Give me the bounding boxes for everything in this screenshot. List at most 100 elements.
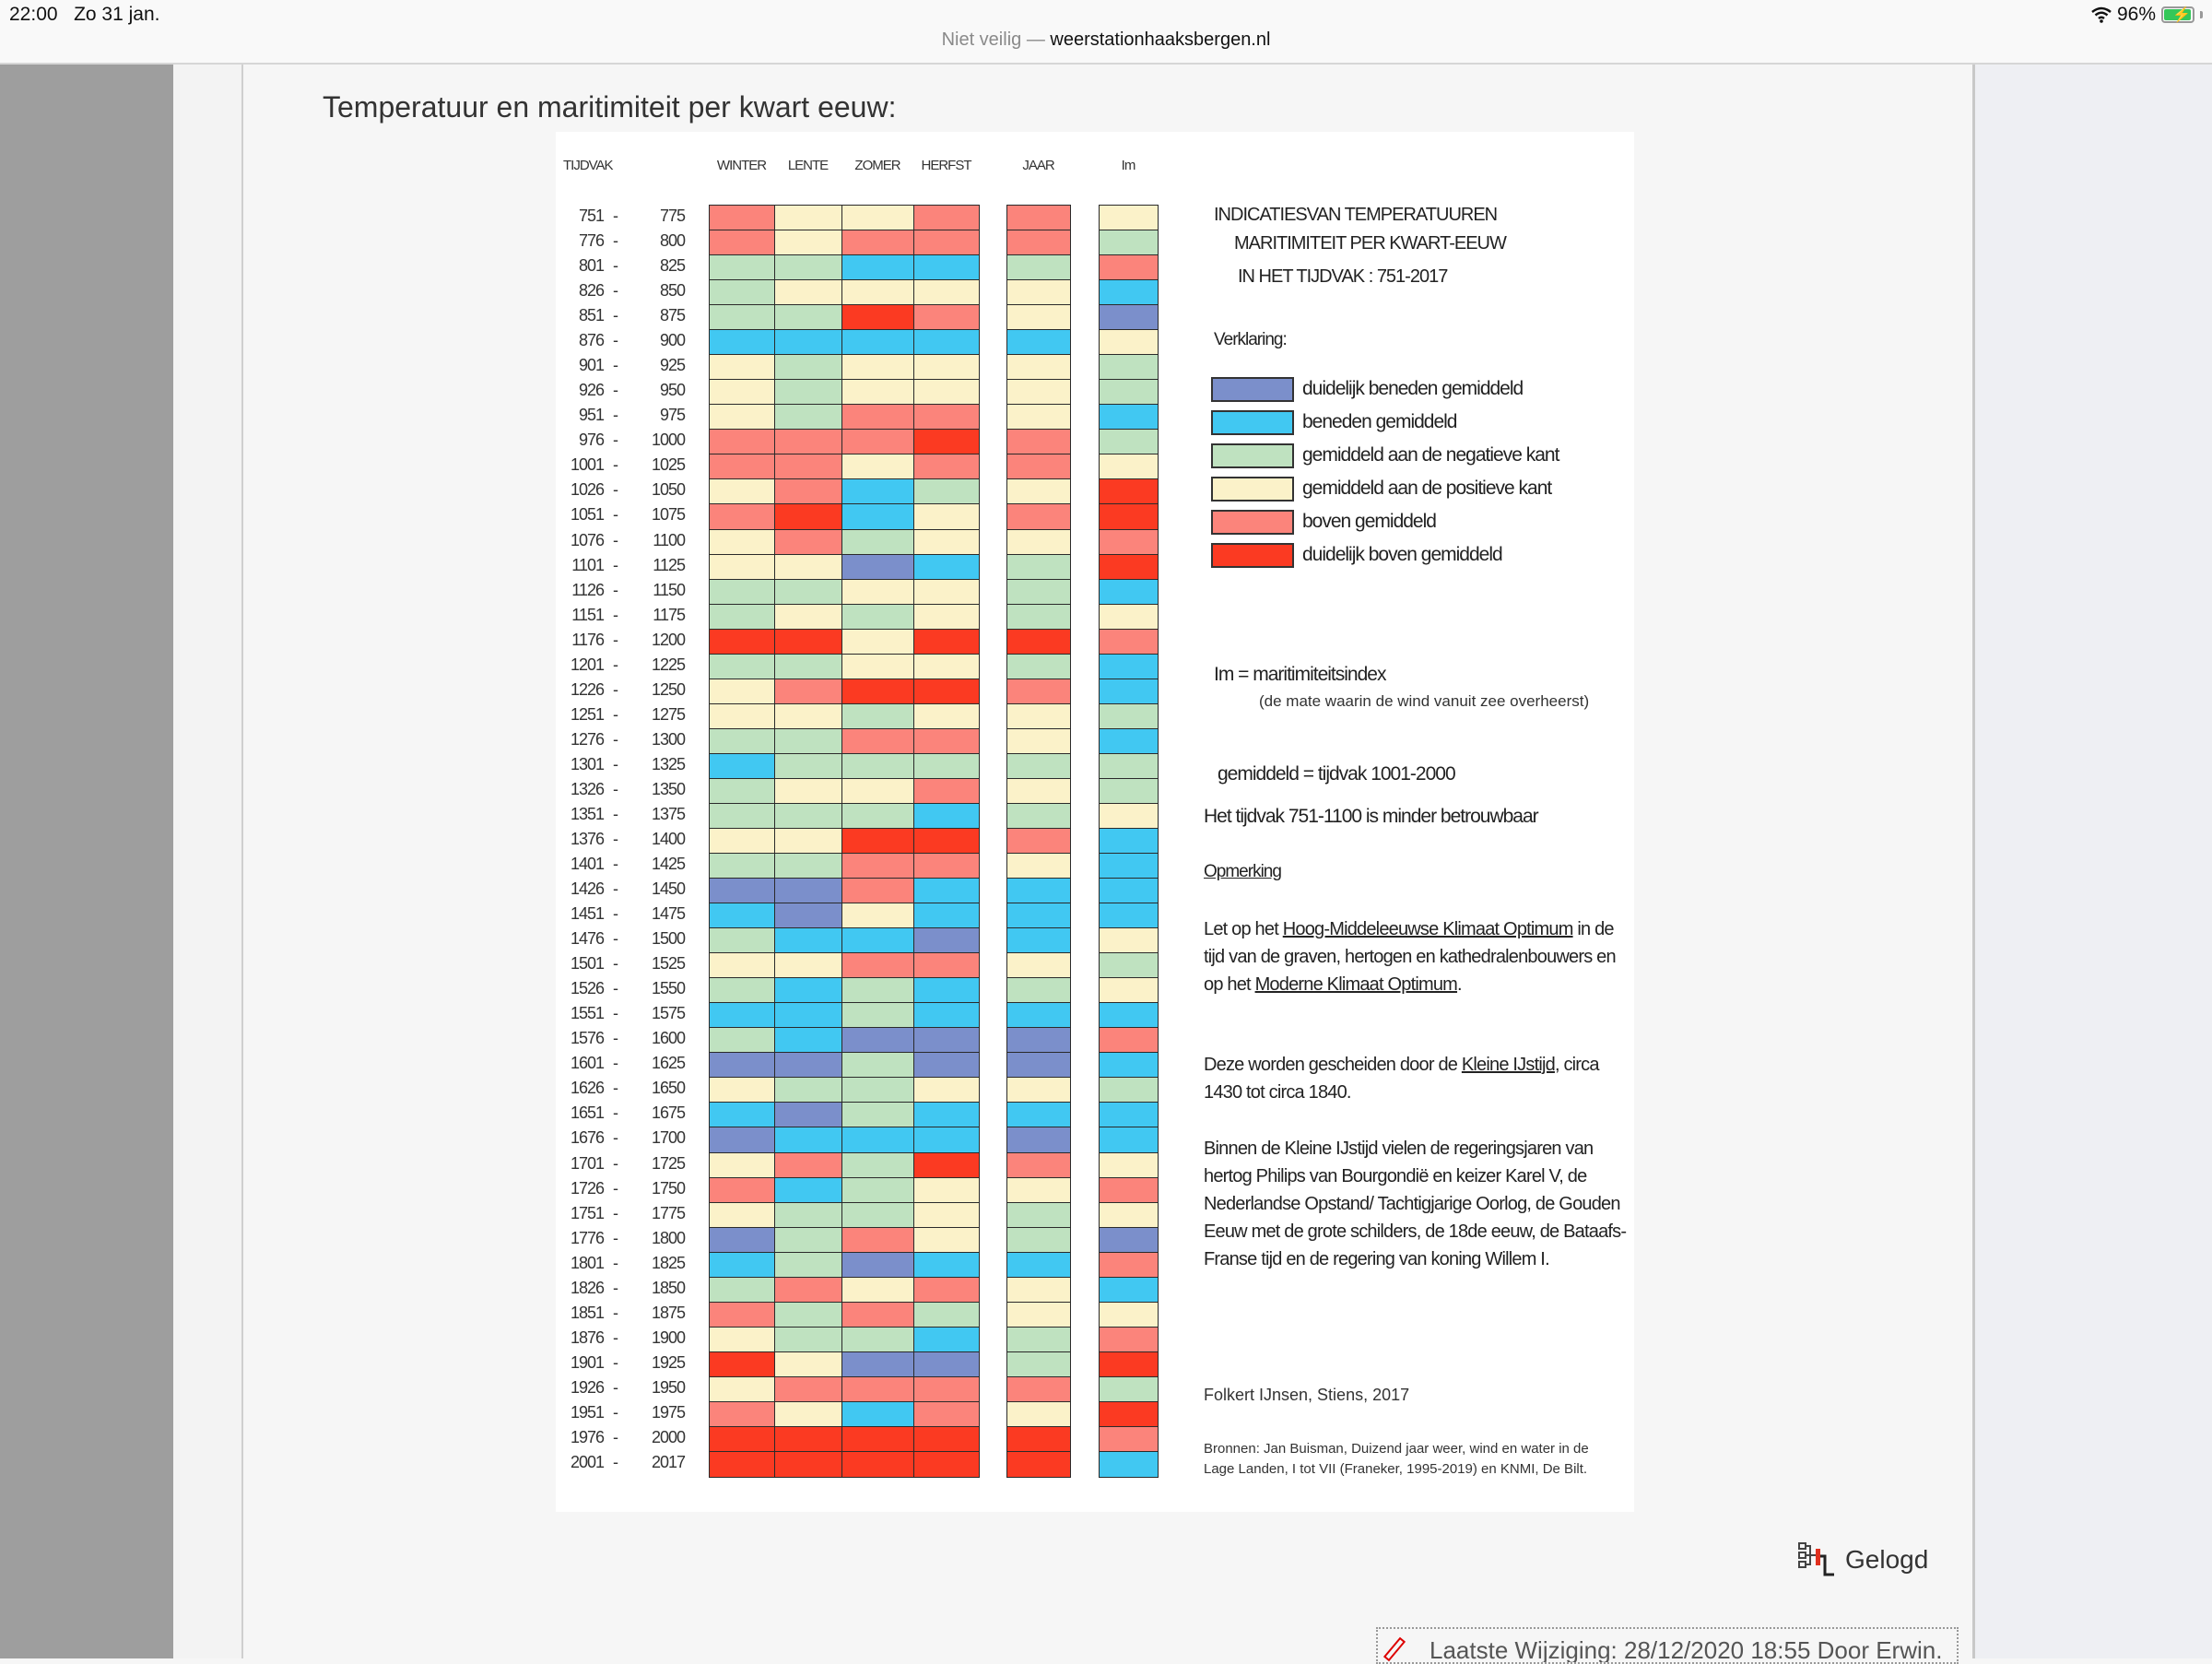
battery-percent: 96% [2116,4,2156,25]
heatmap-cell-winter [709,1351,775,1378]
heatmap-cell-winter [709,802,775,830]
row-label-dash: - [613,655,618,674]
legend-title: Verklaring: [1214,330,1288,349]
heatmap-cell-winter [709,279,775,306]
heatmap-cell-winter [709,1027,775,1054]
heatmap-cell-jaar [1006,1151,1071,1179]
heatmap-cell-im [1099,727,1159,755]
heatmap-cell-lente [774,1151,842,1179]
heatmap-cell-lente [774,1326,842,1353]
heatmap-cell-jaar [1006,553,1071,581]
row-label-dash: - [613,580,618,599]
heatmap-cell-lente [774,1077,842,1103]
heatmap-cell-jaar [1006,329,1071,356]
row-label-dash: - [613,1427,618,1446]
heatmap-cell-winter [709,927,775,954]
row-label-dash: - [613,480,618,500]
heatmap-cell-lente [774,1301,842,1328]
row-label-dash: - [613,1278,618,1297]
heatmap-cell-zomer [841,1201,914,1229]
row-label-dash: - [613,1203,618,1222]
gelogd-link[interactable]: Gelogd [1797,1541,1928,1578]
heatmap-cell-zomer [841,478,914,505]
heatmap-cell-lente [774,702,842,730]
legend-swatch [1211,443,1294,468]
heatmap-cell-herfst [913,1102,980,1128]
heatmap-cell-im [1099,1226,1159,1254]
row-label-to: 1900 [651,1328,686,1347]
row-label-to: 850 [659,281,686,301]
heatmap-cell-im [1099,828,1159,855]
pencil-icon [1382,1636,1406,1662]
heatmap-cell-lente [774,952,842,979]
heatmap-cell-jaar [1006,429,1071,455]
heatmap-cell-im [1099,1052,1159,1079]
heatmap-cell-winter [709,1375,775,1403]
heatmap-cell-jaar [1006,1127,1071,1153]
heatmap-cell-zomer [841,279,914,306]
heatmap-cell-jaar [1006,478,1071,505]
heatmap-cell-herfst [913,478,980,505]
row-label-from: 1626 [570,1079,605,1098]
heatmap-cell-herfst [913,1226,980,1254]
row-label-to: 1000 [651,431,686,450]
heatmap-cell-winter [709,903,775,929]
row-label-to: 1950 [651,1377,686,1397]
heatmap-cell-zomer [841,653,914,680]
row-label-dash: - [613,555,618,574]
row-label-to: 1575 [651,1004,686,1023]
heatmap-cell-herfst [913,354,980,381]
heatmap-cell-zomer [841,1151,914,1179]
heatmap-cell-jaar [1006,1425,1071,1453]
row-label-dash: - [613,1352,618,1372]
heatmap-cell-winter [709,828,775,855]
row-label-from: 1351 [570,804,605,823]
row-label-to: 1650 [651,1079,686,1098]
heatmap-cell-zomer [841,828,914,855]
heatmap-cell-winter [709,1052,775,1079]
heatmap-cell-zomer [841,1351,914,1378]
heatmap-cell-lente [774,1201,842,1229]
heatmap-cell-winter [709,1226,775,1254]
row-label-to: 875 [659,306,686,325]
heatmap-cell-jaar [1006,1027,1071,1054]
heatmap-cell-jaar [1006,230,1071,256]
heatmap-cell-winter [709,1176,775,1204]
row-label-from: 1976 [570,1427,605,1446]
row-label-from: 1901 [570,1352,605,1372]
address-bar[interactable]: Niet veilig — weerstationhaaksbergen.nl [0,30,2212,51]
chart-title: INDICATIESVAN TEMPERATUUREN MARITIMITEIT … [1214,205,1507,287]
row-label-to: 1400 [651,830,686,848]
heatmap-cell-winter [709,727,775,755]
row-label-from: 1451 [570,904,605,924]
heatmap-cell-herfst [913,878,980,904]
heatmap-cell-herfst [913,702,980,730]
heatmap-cell-jaar [1006,404,1071,431]
heatmap-cell-im [1099,329,1159,356]
heatmap-cell-herfst [913,1027,980,1054]
heatmap-cell-zomer [841,1451,914,1478]
row-label-to: 1775 [651,1203,686,1222]
heatmap-cell-lente [774,678,842,705]
heatmap-cell-jaar [1006,1276,1071,1304]
im-explanation: (de mate waarin de wind vanuit zee overh… [1259,692,1590,710]
heatmap-cell-im [1099,927,1159,954]
heatmap-cell-winter [709,304,775,331]
heatmap-cell-herfst [913,578,980,606]
row-label-to: 1100 [653,530,686,549]
heatmap-cell-zomer [841,503,914,530]
note-paragraph-3: Binnen de Kleine IJstijd vielen de reger… [1204,1139,1627,1269]
row-label-from: 826 [578,281,605,301]
heatmap-cell-jaar [1006,205,1071,231]
heatmap-cell-im [1099,254,1159,281]
heatmap-cell-herfst [913,952,980,979]
heatmap-cell-herfst [913,1301,980,1328]
heatmap-cell-herfst [913,1451,980,1478]
heatmap-cell-im [1099,603,1159,631]
heatmap-cell-zomer [841,1400,914,1428]
heatmap-cell-herfst [913,254,980,281]
heatmap-cell-herfst [913,977,980,1004]
row-label-to: 1675 [651,1103,686,1123]
heatmap-cell-im [1099,903,1159,929]
heatmap-cell-im [1099,977,1159,1004]
